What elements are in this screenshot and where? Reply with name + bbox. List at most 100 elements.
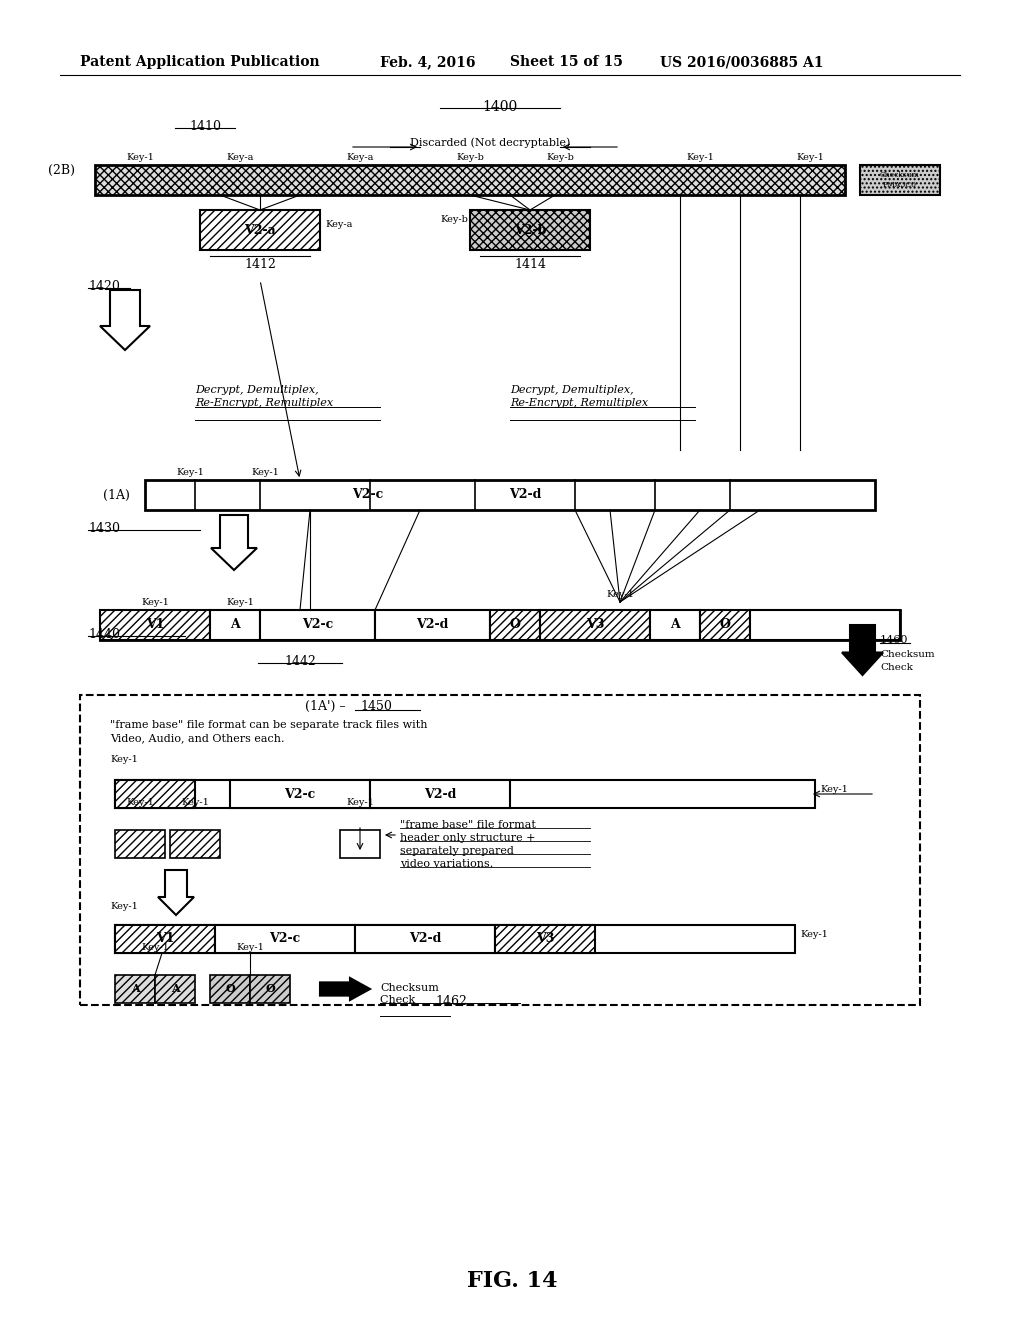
Text: Re-Encrypt, Remultiplex: Re-Encrypt, Remultiplex xyxy=(195,399,333,408)
Text: Key-1: Key-1 xyxy=(346,799,374,807)
Polygon shape xyxy=(100,290,150,350)
Bar xyxy=(115,925,215,953)
Bar xyxy=(115,830,165,858)
Bar xyxy=(370,780,510,808)
Bar xyxy=(210,975,250,1003)
Text: Check: Check xyxy=(380,995,422,1005)
Bar xyxy=(100,610,900,640)
Text: V2-a: V2-a xyxy=(244,223,275,236)
Text: Discarded (Not decryptable): Discarded (Not decryptable) xyxy=(410,137,570,148)
Bar xyxy=(650,610,700,640)
Text: A: A xyxy=(230,619,240,631)
Text: 1440: 1440 xyxy=(88,628,120,642)
Bar xyxy=(80,696,920,1005)
Text: Key-a: Key-a xyxy=(325,220,352,228)
Text: Check: Check xyxy=(880,663,912,672)
Text: Key-1: Key-1 xyxy=(251,469,279,477)
Text: Feb. 4, 2016: Feb. 4, 2016 xyxy=(380,55,475,69)
Text: Checksum
PMA3C0: Checksum PMA3C0 xyxy=(880,172,920,189)
Bar xyxy=(355,925,495,953)
Text: Key-1: Key-1 xyxy=(110,902,138,911)
Bar xyxy=(95,165,845,195)
Text: Decrypt, Demultiplex,: Decrypt, Demultiplex, xyxy=(510,385,634,395)
Text: Key-b: Key-b xyxy=(546,153,573,162)
Text: Key-1: Key-1 xyxy=(176,469,204,477)
Bar xyxy=(230,780,370,808)
Text: 1400: 1400 xyxy=(482,100,517,114)
Text: Key-1: Key-1 xyxy=(141,598,169,607)
Text: A: A xyxy=(670,619,680,631)
Text: V2-d: V2-d xyxy=(509,488,542,502)
Text: Key-1: Key-1 xyxy=(820,785,848,795)
Bar xyxy=(145,480,874,510)
Text: O: O xyxy=(720,619,730,631)
Text: O: O xyxy=(265,983,274,994)
Text: O: O xyxy=(225,983,234,994)
Text: 1412: 1412 xyxy=(244,257,275,271)
Text: US 2016/0036885 A1: US 2016/0036885 A1 xyxy=(660,55,823,69)
Bar xyxy=(340,830,380,858)
Text: Video, Audio, and Others each.: Video, Audio, and Others each. xyxy=(110,733,285,743)
Text: Checksum: Checksum xyxy=(880,649,935,659)
Text: "frame base" file format can be separate track files with: "frame base" file format can be separate… xyxy=(110,719,427,730)
Text: V2-d: V2-d xyxy=(417,619,449,631)
Bar xyxy=(210,610,260,640)
Text: 1410: 1410 xyxy=(189,120,221,133)
Text: V3: V3 xyxy=(536,932,554,945)
Bar xyxy=(115,780,815,808)
Bar xyxy=(750,610,900,640)
Text: Key-1: Key-1 xyxy=(686,153,714,162)
Text: V1: V1 xyxy=(156,932,174,945)
Text: FIG. 14: FIG. 14 xyxy=(467,1270,557,1292)
Bar xyxy=(170,830,220,858)
Text: O: O xyxy=(510,619,520,631)
Bar xyxy=(215,925,355,953)
Bar xyxy=(250,975,290,1003)
Polygon shape xyxy=(158,870,194,915)
Text: Decrypt, Demultiplex,: Decrypt, Demultiplex, xyxy=(195,385,318,395)
Text: V2-c: V2-c xyxy=(269,932,301,945)
Text: Key-a: Key-a xyxy=(346,153,374,162)
Text: 1450: 1450 xyxy=(360,700,392,713)
Bar xyxy=(540,610,650,640)
Bar xyxy=(700,610,750,640)
Text: Key-1: Key-1 xyxy=(237,942,264,952)
Text: 1420: 1420 xyxy=(88,280,120,293)
Text: Key-1: Key-1 xyxy=(181,799,209,807)
Polygon shape xyxy=(842,624,883,675)
Text: (2B): (2B) xyxy=(48,164,75,177)
Text: (1A') –: (1A') – xyxy=(305,700,350,713)
Text: A: A xyxy=(131,983,139,994)
Bar xyxy=(860,165,940,195)
Text: Checksum: Checksum xyxy=(380,983,439,993)
Text: Key-1: Key-1 xyxy=(226,598,254,607)
Text: Key-1: Key-1 xyxy=(800,931,827,939)
Text: video variations.: video variations. xyxy=(400,859,494,869)
Bar xyxy=(115,975,155,1003)
Text: Key-a: Key-a xyxy=(226,153,254,162)
Text: Key-1: Key-1 xyxy=(126,153,154,162)
Bar xyxy=(100,610,210,640)
Text: A: A xyxy=(171,983,179,994)
Text: V2-c: V2-c xyxy=(352,488,383,502)
Text: (1A): (1A) xyxy=(103,488,130,502)
Polygon shape xyxy=(211,515,257,570)
Bar xyxy=(115,780,195,808)
Text: Key-1: Key-1 xyxy=(796,153,824,162)
Text: "frame base" file format: "frame base" file format xyxy=(400,820,536,830)
Polygon shape xyxy=(319,978,370,1001)
Text: Patent Application Publication: Patent Application Publication xyxy=(80,55,319,69)
Text: V2-b: V2-b xyxy=(514,223,546,236)
Text: Re-Encrypt, Remultiplex: Re-Encrypt, Remultiplex xyxy=(510,399,648,408)
Bar xyxy=(490,610,540,640)
Text: V2-c: V2-c xyxy=(302,619,333,631)
Bar xyxy=(200,210,319,249)
Text: V2-d: V2-d xyxy=(409,932,441,945)
Text: 1442: 1442 xyxy=(284,655,316,668)
Text: V2-c: V2-c xyxy=(285,788,315,800)
Text: Key-1: Key-1 xyxy=(110,755,138,764)
Bar xyxy=(375,610,490,640)
Text: Key-b: Key-b xyxy=(456,153,484,162)
Text: V3: V3 xyxy=(586,619,604,631)
Text: Key-1: Key-1 xyxy=(126,799,154,807)
